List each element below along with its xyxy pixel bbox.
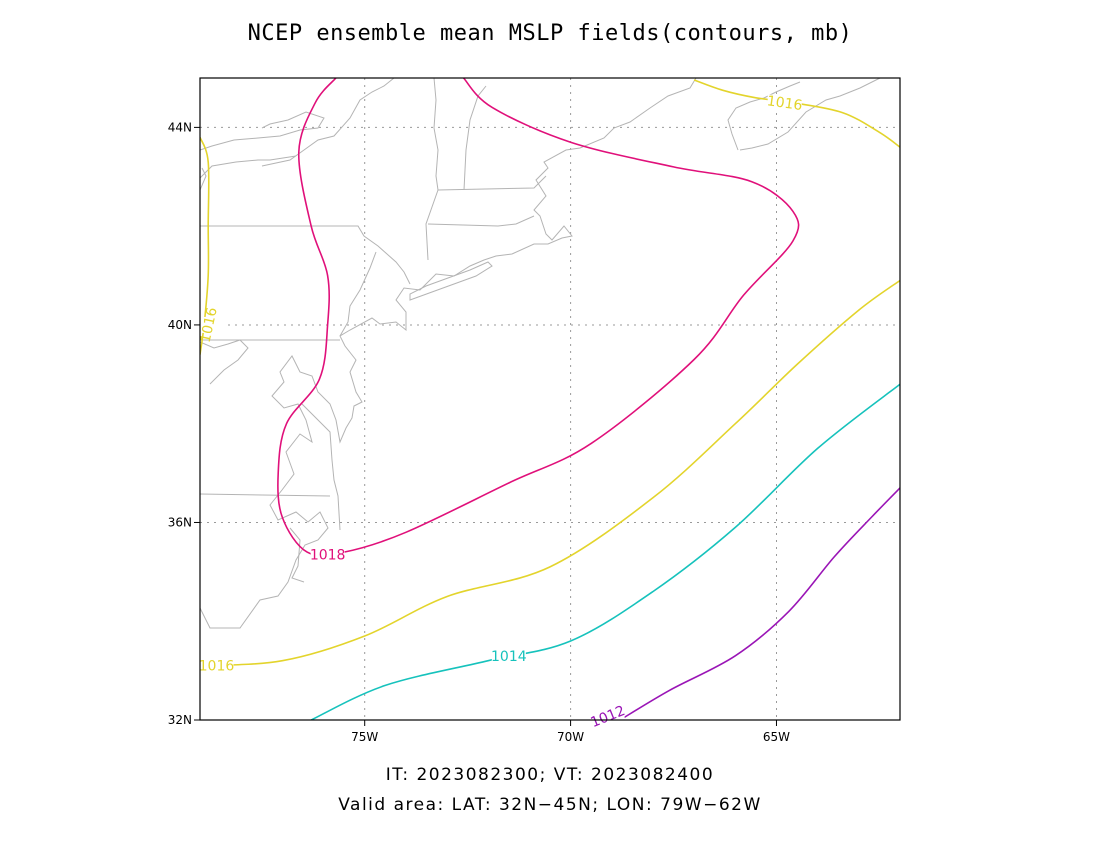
border-va-nc [200, 493, 331, 497]
footer-line-2: Valid area: LAT: 32N−45N; LON: 79W−62W [338, 795, 762, 815]
border-vt-nh [425, 78, 547, 261]
x-tick-label-70W: 70W [557, 730, 584, 744]
contour-lines [200, 78, 900, 720]
border-md-va [301, 403, 341, 531]
contour-1018-line [277, 78, 800, 557]
contour-1016-label-bg [767, 94, 802, 111]
contour-1016-line [693, 79, 900, 148]
contour-1018-label: 1018 [310, 548, 346, 564]
coastline-maine-bay [727, 81, 801, 151]
contour-1014-label-bg [491, 647, 526, 664]
figure-title: NCEP ensemble mean MSLP fields(contours,… [248, 21, 853, 46]
border-ny-pa [200, 225, 411, 285]
contour-1016-label: 1016 [766, 93, 804, 114]
footer-line-1: IT: 2023082300; VT: 2023082400 [386, 765, 714, 785]
plot-frame [199, 77, 901, 721]
coastline-outer-banks [289, 527, 305, 583]
contour-1016-label: 1016 [199, 659, 235, 675]
y-tick-label-44N: 44N [168, 120, 192, 134]
x-tick-label-65W: 65W [763, 730, 790, 744]
coastline-northeast [200, 78, 697, 629]
coastline-great-lakes [200, 111, 325, 385]
x-tick-label-75W: 75W [351, 730, 378, 744]
border-states-north [261, 78, 395, 167]
y-tick-label-32N: 32N [168, 713, 192, 727]
coastline-long-island [409, 261, 493, 301]
border-ma-ct [427, 85, 535, 227]
contour-1018-label-bg [310, 546, 345, 563]
border-nj-de [339, 251, 377, 337]
contour-1016-label-bg [199, 657, 234, 674]
y-tick-label-40N: 40N [168, 318, 192, 332]
axis-ticks: 75W 70W 65W 44N 40N 36N 32N [168, 120, 790, 744]
contour-1012-line [619, 487, 900, 720]
grid-lines [200, 78, 900, 720]
contour-1016-line [200, 279, 900, 667]
contour-1012-label: 1012 [589, 703, 628, 731]
contour-1014-label: 1014 [491, 649, 527, 665]
coastlines-and-borders [200, 78, 881, 629]
contour-1014-line [310, 383, 900, 720]
contour-1016-label: 1016 [198, 306, 221, 344]
coastline-nova-scotia [739, 78, 881, 151]
y-tick-label-36N: 36N [168, 515, 192, 529]
